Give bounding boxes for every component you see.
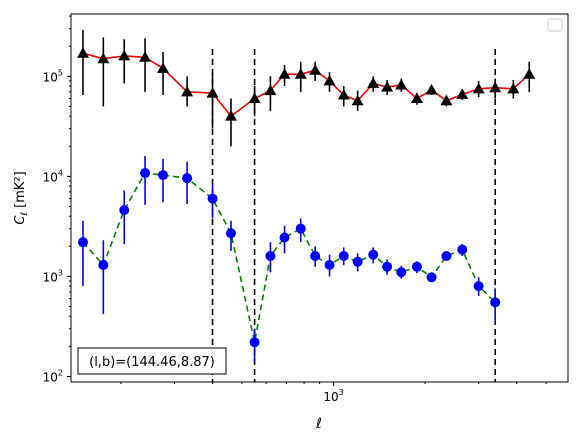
series-1-marker <box>206 87 219 98</box>
series-2-marker <box>382 261 393 272</box>
series-1-marker <box>323 74 336 86</box>
legend-box <box>547 18 563 32</box>
y-axis-label-unit: [mK²] <box>13 171 28 208</box>
series-1-marker <box>294 68 307 79</box>
series-1-marker <box>248 92 261 104</box>
x-tick-label-base: 10 <box>323 390 338 404</box>
series-2-marker <box>182 173 193 184</box>
series-2-marker <box>324 260 335 271</box>
series-1-marker <box>337 89 350 100</box>
y-tick-label-base: 10 <box>43 170 58 184</box>
annotation-box: (l,b)=(144.46,8.87) <box>77 347 227 375</box>
series-1-marker <box>523 68 536 79</box>
series-2-marker <box>352 256 363 267</box>
series-2-marker <box>441 250 452 261</box>
series-2-marker <box>158 170 169 181</box>
y-axis-label: Cℓ [mK²] <box>13 171 30 224</box>
series-2-marker <box>310 250 321 261</box>
series-1-marker <box>157 62 170 73</box>
y-tick-label: 102 <box>43 368 63 384</box>
series-2-marker <box>490 297 501 308</box>
annotation-text: (l,b)=(144.46,8.87) <box>89 355 215 370</box>
series-2-marker <box>265 250 276 261</box>
series-2-marker <box>411 261 422 272</box>
series-1-marker <box>309 64 322 75</box>
x-axis-label: ℓ <box>315 416 322 432</box>
series-2-marker <box>77 237 88 248</box>
series-1-marker <box>118 49 131 61</box>
y-tick-label: 104 <box>43 168 63 184</box>
series-2-marker <box>295 223 306 234</box>
series-2-marker <box>140 168 151 179</box>
y-tick-label-base: 10 <box>43 270 58 284</box>
series-1-marker <box>224 110 237 121</box>
series-1-marker <box>139 51 152 62</box>
y-axis-label-subscript: ℓ <box>20 212 30 217</box>
x-tick-label: 103 <box>323 388 343 404</box>
series-1-marker <box>367 77 380 88</box>
series-1-marker <box>97 52 110 64</box>
y-tick-label-exponent: 5 <box>58 68 63 77</box>
series-1-marker <box>278 68 291 79</box>
series-2-marker <box>338 250 349 261</box>
y-tick-label-exponent: 2 <box>58 368 63 377</box>
series-1-marker <box>76 47 89 58</box>
series-2-marker <box>368 249 379 260</box>
y-tick-label-exponent: 3 <box>58 268 63 277</box>
series-2-marker <box>207 193 218 204</box>
series-2-marker <box>396 267 407 278</box>
series-1-marker <box>440 94 453 106</box>
series-1-marker <box>425 84 438 95</box>
y-tick-label: 105 <box>43 68 63 84</box>
x-tick-label-exponent: 3 <box>339 388 344 397</box>
y-tick-label: 103 <box>43 268 63 284</box>
series-1-marker <box>410 92 423 104</box>
series-1-marker <box>395 78 408 90</box>
series-1-marker <box>507 82 520 94</box>
series-2-marker <box>225 228 236 239</box>
series-2-marker <box>98 260 109 271</box>
series-2-marker <box>119 205 130 216</box>
series-1-marker <box>381 81 394 92</box>
y-axis-label-symbol: C <box>13 215 28 225</box>
series-1-marker <box>472 82 485 94</box>
series-1-marker <box>489 81 502 93</box>
series-2-marker <box>473 281 484 292</box>
series-2-marker <box>279 232 290 243</box>
y-tick-label-base: 10 <box>43 70 58 84</box>
series-1-marker <box>181 85 194 97</box>
y-tick-label-base: 10 <box>43 370 58 384</box>
series-1-marker <box>351 94 364 106</box>
plot-area <box>76 30 536 382</box>
series-2-marker <box>249 337 260 348</box>
series-2-marker <box>426 272 437 283</box>
series-1-marker <box>264 84 277 96</box>
series-2-marker <box>457 244 468 255</box>
y-tick-label-exponent: 4 <box>58 168 63 177</box>
series-1-marker <box>456 88 469 99</box>
